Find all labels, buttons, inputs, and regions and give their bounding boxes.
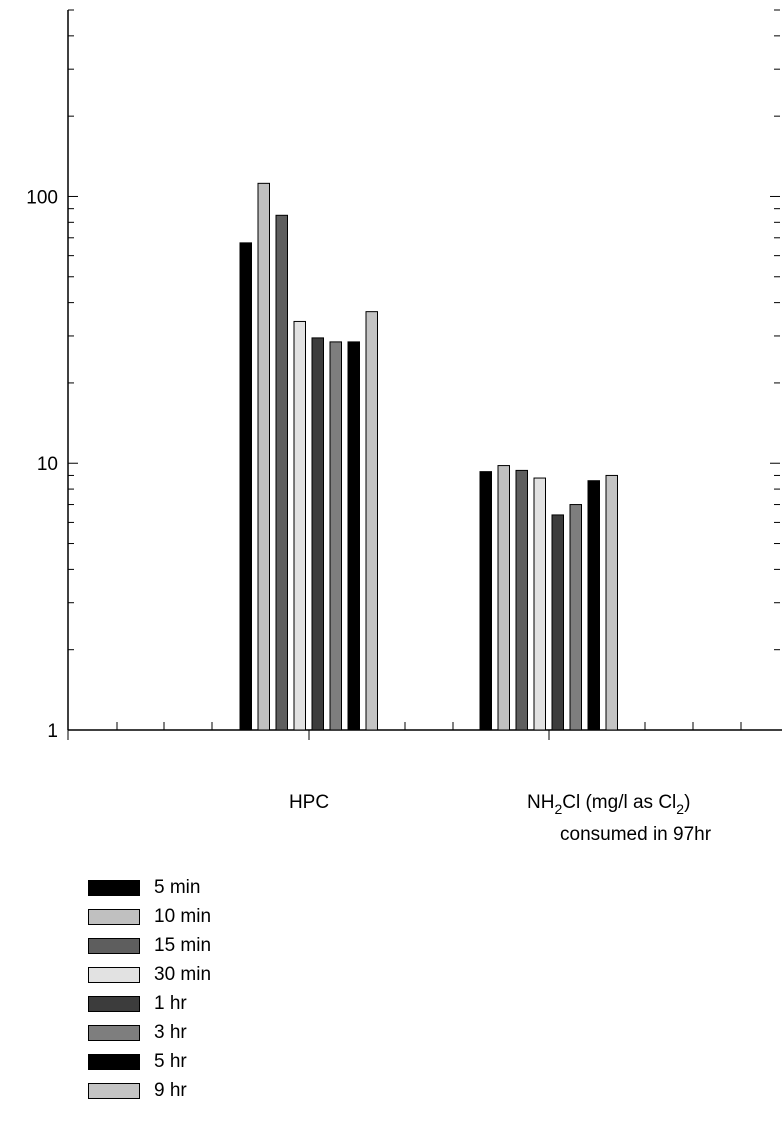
legend-swatch [88,908,140,925]
legend-label: 30 min [154,963,212,985]
plot-area [67,10,782,731]
bar [533,477,546,731]
bar [293,320,306,731]
bar [365,311,378,731]
bar [605,474,618,731]
legend-label: 9 hr [154,1079,187,1101]
bar [569,504,582,731]
legend-swatch [88,966,140,983]
category-label-hpc: HPC [289,792,329,813]
legend-item: 5 hr [88,1047,211,1076]
y-tick-label: 10 [37,454,58,475]
bar [329,341,342,731]
category-label-nh2cl-line2: consumed in 97hr [560,824,712,845]
axis-ticks [67,9,780,740]
legend: 5 min 10 min 15 min 30 min 1 hr 3 hr 5 hr 9 hr [88,873,211,1105]
legend-swatch [88,937,140,954]
bar [551,514,564,731]
legend-label: 3 hr [154,1021,187,1043]
bars [239,182,618,731]
legend-swatch [88,1024,140,1041]
legend-item: 3 hr [88,1018,211,1047]
category-label-nh2cl: NH2Cl (mg/l as Cl2) [527,792,690,817]
bar [347,341,360,731]
legend-item: 15 min [88,931,211,960]
legend-label: 10 min [154,905,212,927]
legend-label: 1 hr [154,992,187,1014]
legend-item: 10 min [88,902,211,931]
bar [275,214,288,731]
y-tick-label: 100 [26,187,58,208]
legend-swatch [88,1053,140,1070]
bar [515,469,528,731]
legend-item: 9 hr [88,1076,211,1105]
legend-swatch [88,879,140,896]
bar [311,337,324,731]
bar [587,480,600,731]
legend-item: 5 min [88,873,211,902]
legend-item: 1 hr [88,989,211,1018]
bar [239,242,252,731]
legend-label: 15 min [154,934,212,956]
bar [497,465,510,731]
bar [479,471,492,731]
legend-item: 30 min [88,960,211,989]
bar [257,182,270,731]
legend-swatch [88,995,140,1012]
tick-labels: 1 10 100 HPC NH2Cl (mg/l as Cl2) consumed in … [26,187,711,845]
legend-label: 5 min [154,876,201,898]
legend-swatch [88,1082,140,1099]
legend-label: 5 hr [154,1050,187,1072]
y-tick-label: 1 [47,721,58,742]
